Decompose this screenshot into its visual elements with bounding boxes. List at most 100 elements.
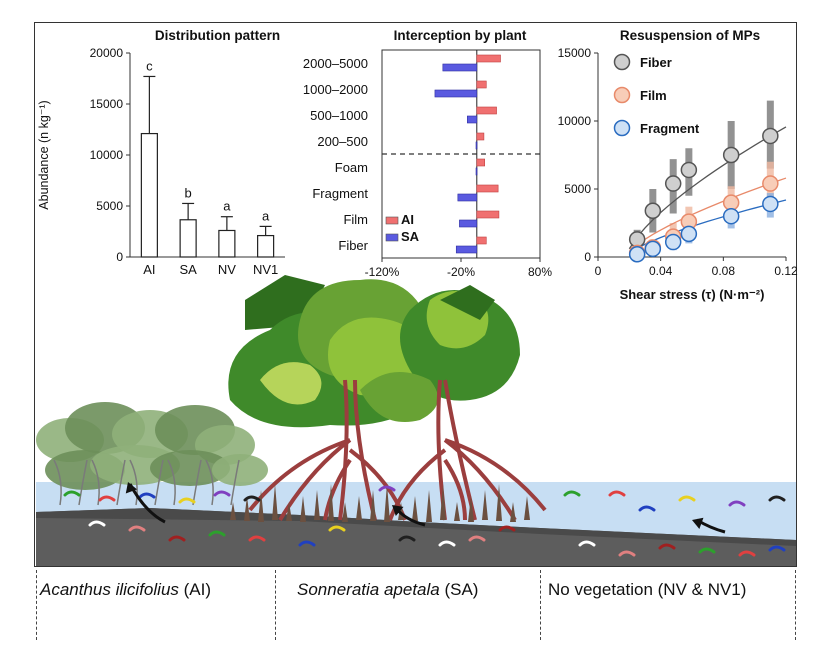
p3-legend-label: Fiber [640, 55, 672, 70]
microplastic-item [213, 490, 231, 497]
divider-left [36, 570, 37, 640]
p2-bar-ai [476, 184, 499, 193]
shrub-stem [230, 459, 240, 506]
arrow-head [125, 482, 138, 494]
microplastic-item [243, 495, 261, 502]
p3-data-point [762, 195, 779, 213]
p2-bar-sa [457, 193, 478, 202]
p3-data-point [722, 194, 740, 211]
p3-data-point [664, 233, 682, 251]
microplastic-item [168, 535, 186, 542]
p2-bar-ai [476, 210, 500, 219]
p2-x-tick-label: -120% [365, 265, 400, 279]
p2-category-label: 2000–5000 [303, 56, 368, 71]
p1-significance-letter: c [146, 58, 153, 73]
microplastic-item [768, 545, 786, 552]
p1-y-tick-label: 5000 [96, 199, 123, 213]
pneumatophore [356, 496, 362, 520]
p2-bar-ai [476, 106, 497, 115]
p2-category-label: Film [343, 212, 368, 227]
p2-legend-swatch [385, 216, 399, 225]
sa-code: (SA) [444, 580, 479, 599]
p3-x-axis-label: Shear stress (τ) (N·m⁻²) [620, 287, 765, 302]
microplastic-item [498, 525, 516, 532]
p3-legend-label: Fragment [640, 121, 700, 136]
divider-sa-nv [540, 570, 541, 640]
p1-y-tick-label: 15000 [90, 97, 124, 111]
divider-right [795, 570, 796, 640]
pneumatophore [230, 502, 236, 520]
p2-bar-sa [475, 141, 478, 150]
microplastic-item [138, 492, 156, 499]
tree-root [323, 458, 352, 521]
microplastic-item [618, 550, 636, 557]
p3-x-tick-label: 0.12 [774, 264, 798, 278]
p3-data-point [644, 240, 662, 258]
p3-x-tick-label: 0 [595, 264, 602, 278]
pneumatophore [384, 484, 390, 522]
microplastic-item [208, 530, 226, 537]
shrub-foliage [212, 454, 268, 486]
p3-data-point [762, 127, 779, 145]
p2-category-label: Fiber [338, 238, 368, 253]
microplastic-item [608, 490, 626, 497]
pneumatophore [370, 490, 376, 521]
p2-legend-label: SA [401, 229, 420, 244]
arrow-head [692, 517, 704, 530]
p3-x-tick-label: 0.04 [649, 264, 673, 278]
p3-data-point [628, 231, 646, 248]
p3-y-tick-label: 5000 [564, 182, 591, 196]
shrub-stem [78, 459, 88, 506]
p1-y-tick-label: 0 [116, 250, 123, 264]
p3-title: Resuspension of MPs [620, 28, 760, 43]
p3-legend-marker [613, 86, 631, 104]
tree-root [444, 438, 547, 512]
p2-category-label: Foam [335, 160, 368, 175]
microplastic-item [438, 540, 456, 547]
p2-bar-sa [459, 219, 478, 228]
p1-bar [257, 234, 275, 258]
p2-bar-ai [476, 80, 487, 89]
p1-significance-letter: b [185, 185, 192, 200]
p1-bar [179, 219, 197, 258]
figure-frame [34, 22, 797, 567]
p3-y-tick-label: 15000 [558, 46, 592, 60]
p3-data-point [722, 207, 740, 225]
p2-bar-sa [442, 63, 478, 72]
sa-species-name: Sonneratia apetala [297, 580, 440, 599]
p1-bar [140, 132, 158, 258]
sediment [36, 508, 796, 566]
p2-bar-sa [467, 115, 478, 124]
tree-foliage [440, 285, 495, 320]
p1-category-label: NV [218, 262, 236, 277]
pneumatophore [286, 502, 292, 521]
p2-bar-ai [476, 158, 485, 167]
tree-foliage [260, 362, 322, 405]
microplastic-item [728, 500, 746, 507]
shrub-stem [167, 459, 176, 506]
p2-bar-ai [476, 236, 487, 245]
p3-data-point [762, 175, 779, 192]
p3-data-point [722, 146, 740, 164]
nv-label: No vegetation (NV & NV1) [548, 580, 747, 599]
p2-legend-label: AI [401, 212, 414, 227]
p1-significance-letter: a [223, 199, 231, 214]
shrub-foliage [150, 450, 230, 486]
microplastic-item [698, 547, 716, 554]
p3-data-point [680, 225, 698, 243]
pneumatophore [468, 496, 474, 522]
microplastic-item [328, 525, 346, 532]
shrub-stem [129, 459, 138, 506]
p3-y-tick-label: 0 [584, 250, 591, 264]
p2-x-tick-label: -20% [447, 265, 475, 279]
ai-species-name: Acanthus ilicifolius [40, 580, 179, 599]
mangrove-scene [36, 275, 796, 566]
pneumatophore [412, 496, 418, 521]
p3-fit-curve [628, 177, 787, 253]
pneumatophore [426, 490, 432, 522]
pneumatophore [328, 484, 334, 521]
p3-data-point [664, 175, 682, 192]
p1-significance-letter: a [262, 208, 270, 223]
microplastic-item [678, 495, 696, 502]
tree-root [278, 438, 352, 522]
